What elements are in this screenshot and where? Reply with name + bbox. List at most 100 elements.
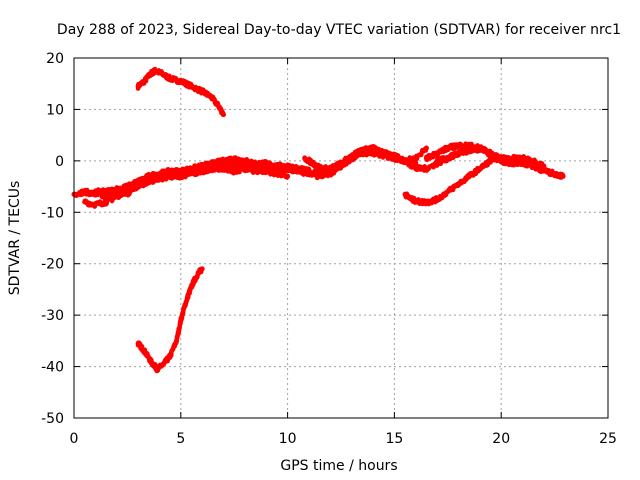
data-point xyxy=(466,148,472,154)
y-tick-label: -40 xyxy=(41,360,64,376)
data-point xyxy=(159,70,165,76)
y-tick-label: -10 xyxy=(41,205,64,221)
data-point xyxy=(148,70,154,76)
data-point xyxy=(456,181,461,187)
data-point xyxy=(423,145,429,151)
data-point xyxy=(114,186,120,192)
data-point xyxy=(253,166,259,172)
data-point xyxy=(274,171,280,177)
data-point xyxy=(445,189,451,195)
data-point xyxy=(306,171,312,177)
axis-ticks: 0 5 10 15 20 25 -50 -40 -30 -20 -10 0 10 20 xyxy=(41,51,617,447)
data-point xyxy=(488,150,493,156)
data-point xyxy=(135,340,141,346)
data-point xyxy=(391,153,397,159)
plot-frame xyxy=(73,57,609,419)
data-point xyxy=(417,199,423,205)
data-point xyxy=(477,145,483,151)
data-point xyxy=(402,158,408,164)
data-point xyxy=(135,83,141,89)
data-point xyxy=(274,163,280,169)
data-point xyxy=(103,189,109,195)
data-point xyxy=(142,348,147,354)
grid xyxy=(74,58,608,418)
data-point xyxy=(82,199,88,205)
data-point xyxy=(359,148,365,154)
data-point xyxy=(541,168,547,174)
x-axis-label: GPS time / hours xyxy=(280,458,397,474)
data-point xyxy=(92,189,98,195)
data-point xyxy=(178,78,184,84)
x-tick-label: 25 xyxy=(599,431,617,447)
x-tick-label: 5 xyxy=(176,431,185,447)
data-point xyxy=(167,171,173,177)
data-point xyxy=(349,155,355,161)
y-tick-label: -20 xyxy=(41,257,64,273)
data-point xyxy=(199,88,205,94)
data-point xyxy=(456,150,461,156)
data-point xyxy=(317,173,323,179)
data-point xyxy=(310,160,316,166)
data-point xyxy=(509,155,515,161)
data-point xyxy=(189,168,194,174)
data-point xyxy=(135,181,141,187)
data-point xyxy=(434,196,440,202)
x-tick-label: 20 xyxy=(492,431,510,447)
data-point xyxy=(466,173,472,179)
data-point xyxy=(445,155,451,161)
data-point xyxy=(167,76,173,82)
data-point xyxy=(263,166,269,172)
y-tick-label: 0 xyxy=(55,154,64,170)
data-point xyxy=(103,199,109,205)
data-point xyxy=(242,163,248,169)
data-point xyxy=(191,279,197,285)
series-line xyxy=(328,143,429,178)
data-point xyxy=(445,145,451,151)
data-point xyxy=(221,166,226,172)
data-point xyxy=(167,353,173,359)
data-point xyxy=(208,94,214,100)
data-point xyxy=(231,163,237,169)
y-tick-label: -30 xyxy=(41,308,64,324)
y-axis-label: SDTVAR / TECUs xyxy=(7,181,23,296)
y-tick-label: -50 xyxy=(41,411,64,427)
data-point xyxy=(413,166,419,172)
data-point xyxy=(174,338,179,344)
data-point xyxy=(189,83,194,89)
data-point xyxy=(370,145,376,151)
data-point xyxy=(285,173,291,179)
data-point xyxy=(82,189,88,195)
y-tick-label: 20 xyxy=(46,51,64,67)
data-point xyxy=(186,289,192,295)
data-point xyxy=(142,78,147,84)
series-track-upper xyxy=(135,66,226,118)
data-point xyxy=(434,158,440,164)
data-point xyxy=(199,168,205,174)
data-point xyxy=(426,199,432,205)
data-point xyxy=(148,358,154,364)
data-point xyxy=(434,150,440,156)
data-point xyxy=(413,155,419,161)
data-point xyxy=(146,178,152,184)
y-tick-label: 10 xyxy=(46,102,64,118)
data-point xyxy=(423,166,429,172)
data-point xyxy=(295,168,301,174)
data-point xyxy=(161,361,167,367)
data-point xyxy=(92,202,98,208)
data-point xyxy=(231,155,237,161)
data-point xyxy=(381,150,387,156)
data-point xyxy=(552,171,558,177)
data-point xyxy=(498,155,504,161)
data-point xyxy=(156,173,162,179)
data-point xyxy=(477,166,483,172)
series-track-i xyxy=(434,144,547,169)
data-point xyxy=(216,104,222,110)
data-point xyxy=(560,173,566,179)
data-point xyxy=(319,166,325,172)
data-point xyxy=(423,155,429,161)
chart-title: Day 288 of 2023, Sidereal Day-to-day VTE… xyxy=(57,22,621,38)
data-series xyxy=(71,66,566,374)
data-point xyxy=(285,166,291,172)
data-point xyxy=(154,366,160,372)
